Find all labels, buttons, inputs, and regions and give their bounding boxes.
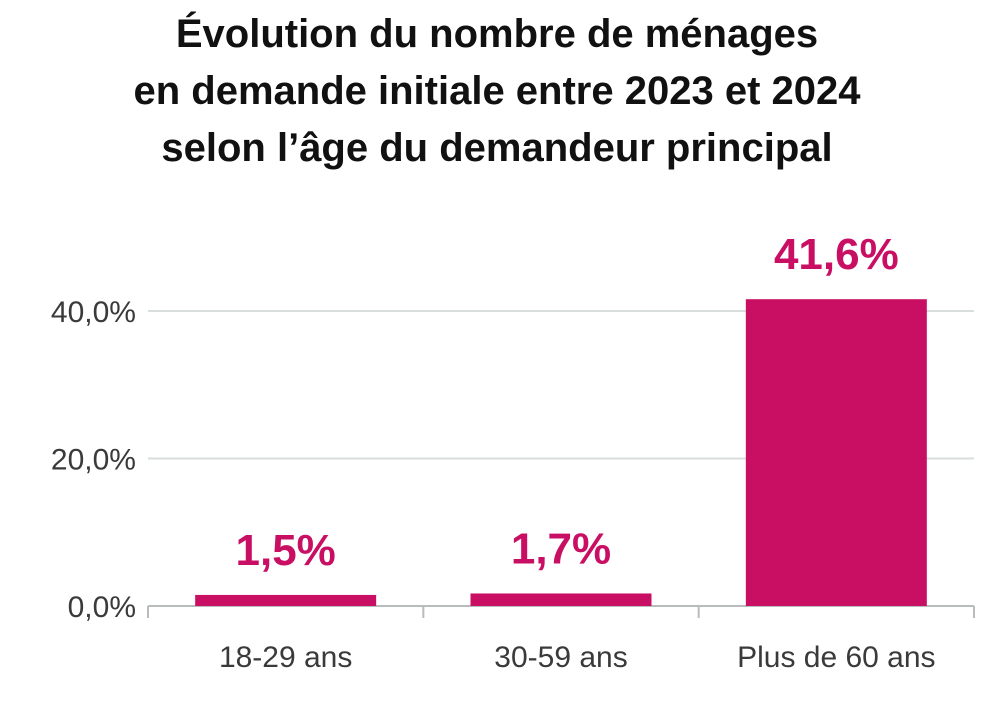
y-tick-label: 20,0% <box>51 444 136 477</box>
chart-title-line-2: en demande initiale entre 2023 et 2024 <box>133 69 861 113</box>
x-category-label: 30-59 ans <box>494 641 627 674</box>
bar <box>195 594 377 606</box>
data-label: 1,5% <box>236 526 336 575</box>
chart-title-line-3: selon l’âge du demandeur principal <box>161 126 833 170</box>
x-category-label: 18-29 ans <box>219 641 352 674</box>
data-label: 41,6% <box>774 230 899 279</box>
chart-title-line-1: Évolution du nombre de ménages <box>175 12 819 56</box>
y-tick-label: 0,0% <box>68 591 136 624</box>
bar <box>470 593 652 606</box>
bar <box>745 299 927 606</box>
chart-title: Évolution du nombre de ménages en demand… <box>0 6 994 177</box>
y-tick-label: 40,0% <box>51 296 136 329</box>
data-label: 1,7% <box>511 524 611 573</box>
x-category-label: Plus de 60 ans <box>737 641 935 674</box>
